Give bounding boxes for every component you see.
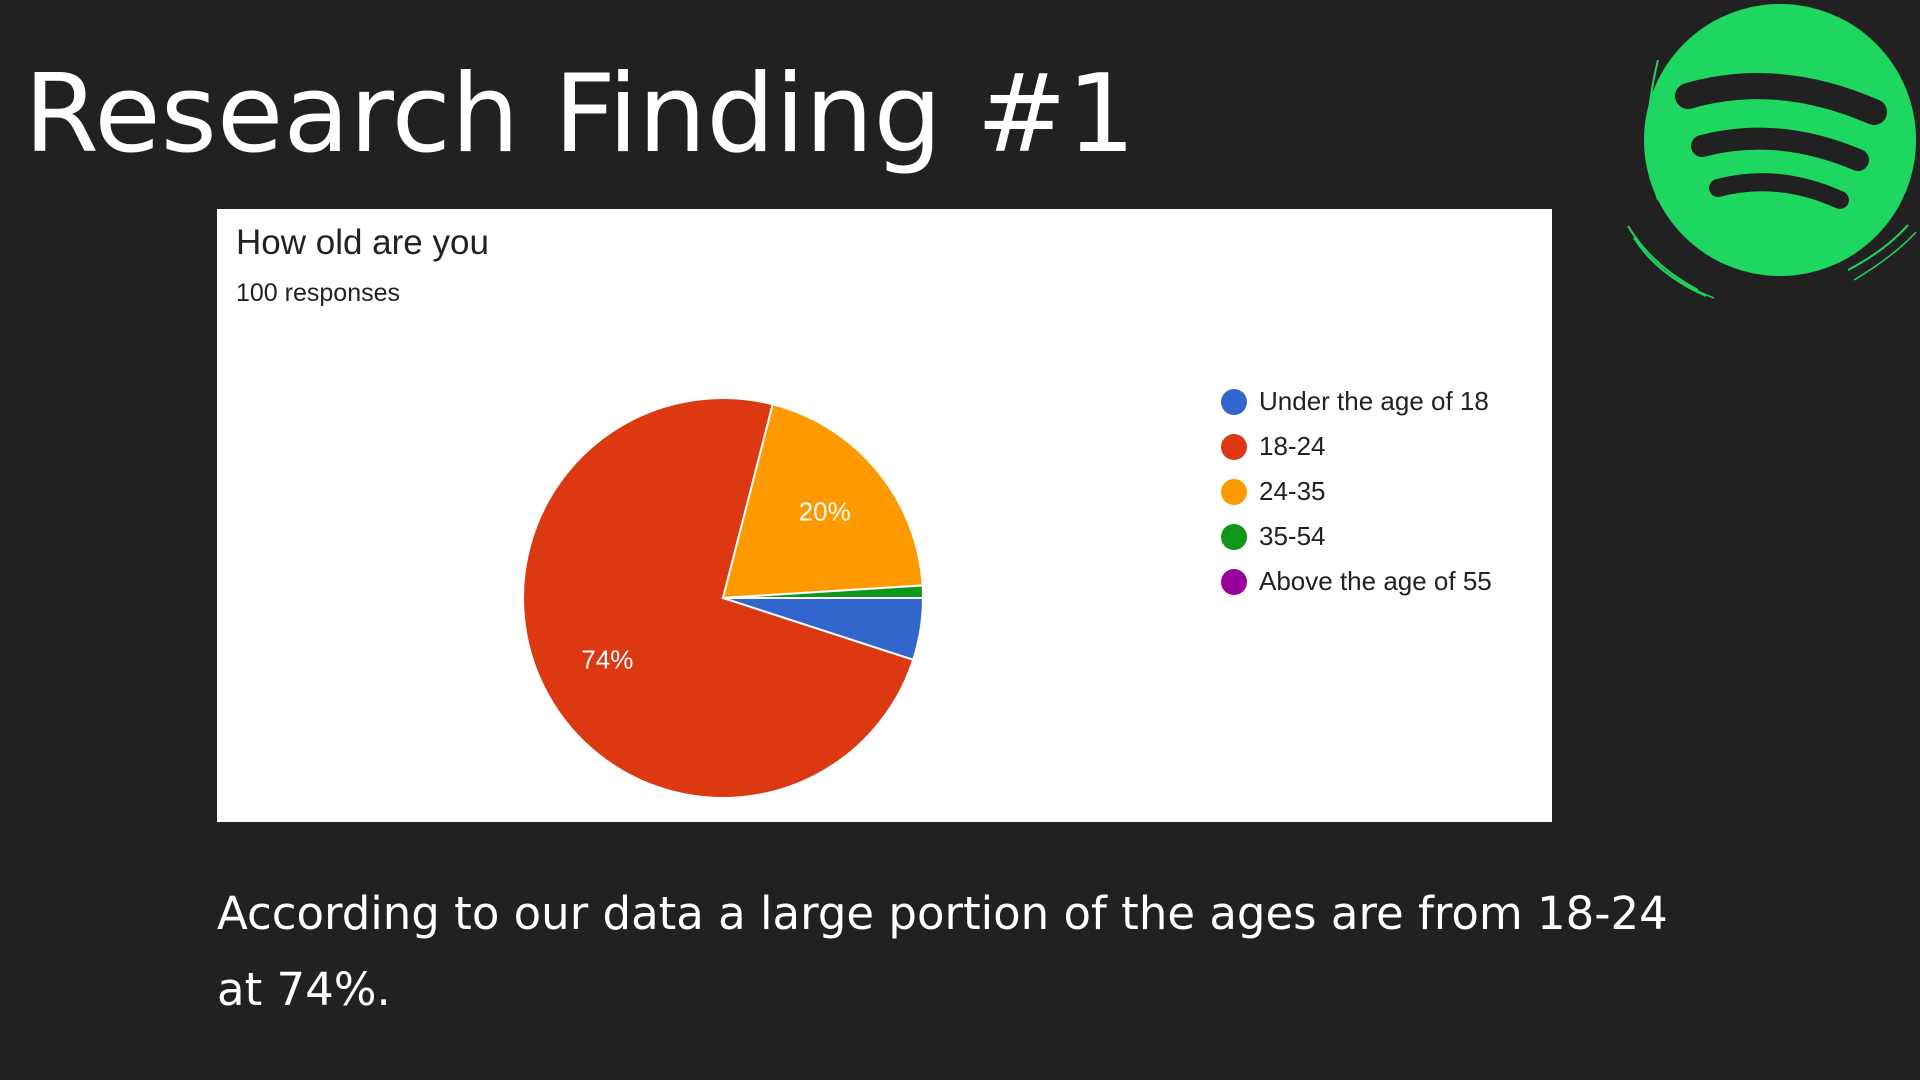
legend-swatch xyxy=(1221,388,1247,415)
logo-sketch-line xyxy=(1853,231,1917,281)
legend-label: 18-24 xyxy=(1259,431,1326,461)
logo-bar-top xyxy=(1675,73,1887,125)
pie-chart: 74% 20% xyxy=(522,397,925,799)
logo-sketch-line xyxy=(1847,224,1909,271)
logo-sketch-line xyxy=(1639,245,1715,299)
legend-item-35-54: 35-54 xyxy=(1221,514,1492,559)
chart-legend: Under the age of 18 18-24 24-35 35-54 Above … xyxy=(1221,379,1492,604)
chart-card: How old are you 100 responses 74% 20% Und… xyxy=(217,209,1552,822)
legend-label: Above the age of 55 xyxy=(1259,566,1492,596)
logo-bar-bottom xyxy=(1709,173,1849,209)
spotify-logo-icon xyxy=(1627,4,1917,299)
pie-data-label: 20% xyxy=(799,497,851,527)
legend-swatch xyxy=(1221,568,1247,595)
legend-label: 35-54 xyxy=(1259,521,1326,551)
pie-data-label: 74% xyxy=(581,644,633,674)
legend-label: 24-35 xyxy=(1259,476,1326,506)
legend-swatch xyxy=(1221,523,1247,550)
legend-item-24-35: 24-35 xyxy=(1221,469,1492,514)
legend-item-18-24: 18-24 xyxy=(1221,424,1492,469)
chart-title: How old are you xyxy=(236,223,489,262)
pie-slice-24-35 xyxy=(721,403,924,600)
legend-item-under-the-age-of-18: Under the age of 18 xyxy=(1221,379,1492,424)
legend-label: Under the age of 18 xyxy=(1259,386,1489,416)
logo-sketch-line xyxy=(1627,225,1699,291)
slide-title: Research Finding #1 xyxy=(24,52,1136,177)
logo-sketch-line xyxy=(1633,237,1707,297)
logo-bar-middle xyxy=(1691,127,1869,171)
pie-slice-18-24 xyxy=(522,397,915,799)
pie-slice-35-54 xyxy=(722,584,925,599)
legend-swatch xyxy=(1221,433,1247,460)
legend-swatch xyxy=(1221,478,1247,505)
chart-subtitle: 100 responses xyxy=(236,279,401,307)
legend-item-above-the-age-of-55: Above the age of 55 xyxy=(1221,559,1492,604)
slide-caption: According to our data a large portion of… xyxy=(217,887,1668,1016)
